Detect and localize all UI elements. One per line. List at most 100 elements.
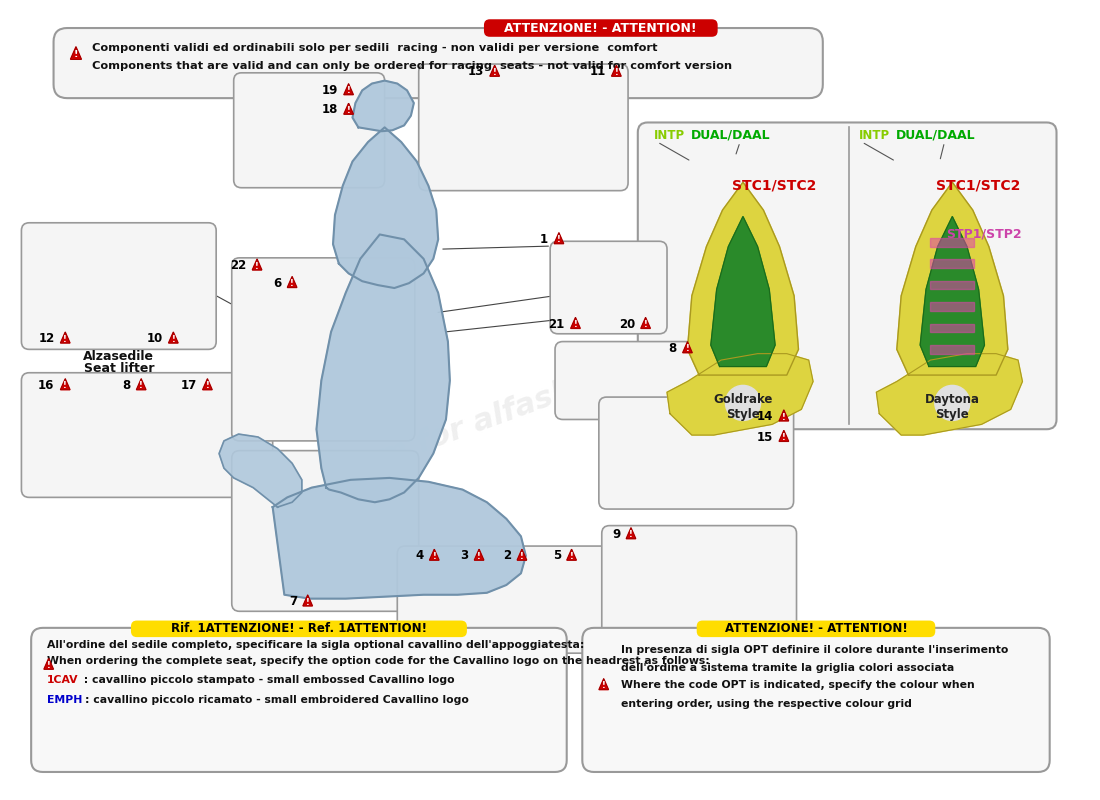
Text: !: ! xyxy=(140,382,143,390)
Text: EMPH: EMPH xyxy=(46,695,82,705)
Text: ATTENZIONE! - ATTENTION!: ATTENZIONE! - ATTENTION! xyxy=(725,622,907,635)
Polygon shape xyxy=(517,550,527,560)
Text: Rif. 1ATTENZIONE! - Ref. 1ATTENTION!: Rif. 1ATTENZIONE! - Ref. 1ATTENTION! xyxy=(170,622,427,635)
Text: !: ! xyxy=(306,598,309,606)
Text: Alzasedile: Alzasedile xyxy=(84,350,154,362)
Text: 8: 8 xyxy=(122,379,131,392)
Text: 18: 18 xyxy=(321,103,338,116)
Text: !: ! xyxy=(570,552,573,561)
Text: When ordering the complete seat, specify the option code for the Cavallino logo : When ordering the complete seat, specify… xyxy=(46,656,710,666)
Text: !: ! xyxy=(477,552,481,561)
FancyBboxPatch shape xyxy=(232,450,419,611)
Polygon shape xyxy=(612,66,621,76)
Text: !: ! xyxy=(615,68,618,77)
Text: Where the code OPT is indicated, specify the colour when: Where the code OPT is indicated, specify… xyxy=(621,680,975,690)
FancyBboxPatch shape xyxy=(131,621,466,637)
Circle shape xyxy=(935,386,970,421)
Text: 5: 5 xyxy=(552,550,561,562)
Text: INTP: INTP xyxy=(859,129,890,142)
Polygon shape xyxy=(931,302,975,311)
Polygon shape xyxy=(44,658,54,670)
FancyBboxPatch shape xyxy=(484,19,717,37)
FancyBboxPatch shape xyxy=(21,373,273,498)
Text: In presenza di sigla OPT definire il colore durante l'inserimento: In presenza di sigla OPT definire il col… xyxy=(621,646,1009,655)
Text: Seat lifter: Seat lifter xyxy=(84,362,154,375)
Polygon shape xyxy=(317,234,450,502)
Text: 14: 14 xyxy=(757,410,773,423)
Text: 13: 13 xyxy=(468,66,484,78)
Text: DUAL/DAAL: DUAL/DAAL xyxy=(895,129,976,142)
Text: !: ! xyxy=(346,86,351,95)
Text: !: ! xyxy=(290,279,294,288)
Text: !: ! xyxy=(629,530,632,539)
Text: 16: 16 xyxy=(39,379,55,392)
Text: 22: 22 xyxy=(230,259,246,272)
Polygon shape xyxy=(168,332,178,343)
Text: !: ! xyxy=(782,413,785,422)
Polygon shape xyxy=(273,478,526,598)
Text: DUAL/DAAL: DUAL/DAAL xyxy=(692,129,771,142)
FancyBboxPatch shape xyxy=(233,73,385,188)
FancyBboxPatch shape xyxy=(582,628,1049,772)
Text: 11: 11 xyxy=(590,66,606,78)
FancyBboxPatch shape xyxy=(696,621,935,637)
Polygon shape xyxy=(711,217,776,366)
Text: !: ! xyxy=(493,68,496,77)
Text: STP1/STP2: STP1/STP2 xyxy=(946,228,1021,241)
Polygon shape xyxy=(333,127,438,288)
Polygon shape xyxy=(302,595,312,606)
Text: 12: 12 xyxy=(39,332,55,345)
Polygon shape xyxy=(779,430,789,442)
Text: 10: 10 xyxy=(146,332,163,345)
Text: !: ! xyxy=(47,661,51,670)
Polygon shape xyxy=(896,182,1008,375)
Polygon shape xyxy=(667,354,813,435)
Circle shape xyxy=(725,386,760,421)
Text: !: ! xyxy=(782,433,785,442)
Text: Componenti validi ed ordinabili solo per sedili  racing - non validi per version: Componenti validi ed ordinabili solo per… xyxy=(91,42,657,53)
Text: !: ! xyxy=(346,106,351,115)
Text: All'ordine del sedile completo, specificare la sigla optional cavallino dell'app: All'ordine del sedile completo, specific… xyxy=(46,640,584,650)
Text: Goldrake
Style: Goldrake Style xyxy=(713,394,772,422)
Text: !: ! xyxy=(557,235,561,244)
Text: 4: 4 xyxy=(416,550,424,562)
Text: 7: 7 xyxy=(289,595,297,608)
Text: !: ! xyxy=(573,320,578,329)
Polygon shape xyxy=(566,550,576,560)
Text: entering order, using the respective colour grid: entering order, using the respective col… xyxy=(621,699,912,709)
Polygon shape xyxy=(344,103,353,114)
FancyBboxPatch shape xyxy=(232,258,415,441)
Text: !: ! xyxy=(64,334,67,344)
Polygon shape xyxy=(60,379,70,390)
Polygon shape xyxy=(877,354,1022,435)
Text: !: ! xyxy=(64,382,67,390)
Text: : cavallino piccolo stampato - small embossed Cavallino logo: : cavallino piccolo stampato - small emb… xyxy=(80,675,454,686)
Text: Components that are valid and can only be ordered for racing  seats - not valid : Components that are valid and can only b… xyxy=(91,61,732,71)
Text: 21: 21 xyxy=(549,318,564,330)
Text: !: ! xyxy=(206,382,209,390)
Text: 17: 17 xyxy=(180,379,197,392)
Polygon shape xyxy=(641,318,650,329)
Text: !: ! xyxy=(685,345,690,354)
Text: !: ! xyxy=(644,320,648,329)
Polygon shape xyxy=(626,528,636,538)
Polygon shape xyxy=(202,379,212,390)
FancyBboxPatch shape xyxy=(31,628,566,772)
Polygon shape xyxy=(344,84,353,94)
FancyBboxPatch shape xyxy=(21,222,217,350)
Polygon shape xyxy=(571,318,581,329)
Text: !: ! xyxy=(172,334,175,344)
Text: 6: 6 xyxy=(273,277,282,290)
Polygon shape xyxy=(252,259,262,270)
FancyBboxPatch shape xyxy=(54,28,823,98)
Polygon shape xyxy=(287,277,297,287)
Polygon shape xyxy=(554,233,563,244)
Text: : cavallino piccolo ricamato - small embroidered Cavallino logo: : cavallino piccolo ricamato - small emb… xyxy=(85,695,469,705)
Polygon shape xyxy=(352,81,414,131)
Polygon shape xyxy=(429,550,439,560)
Polygon shape xyxy=(688,182,799,375)
Text: INTP: INTP xyxy=(654,129,685,142)
Text: 1: 1 xyxy=(540,233,548,246)
Text: ATTENZIONE! - ATTENTION!: ATTENZIONE! - ATTENTION! xyxy=(505,22,697,34)
Text: 1CAV: 1CAV xyxy=(46,675,78,686)
